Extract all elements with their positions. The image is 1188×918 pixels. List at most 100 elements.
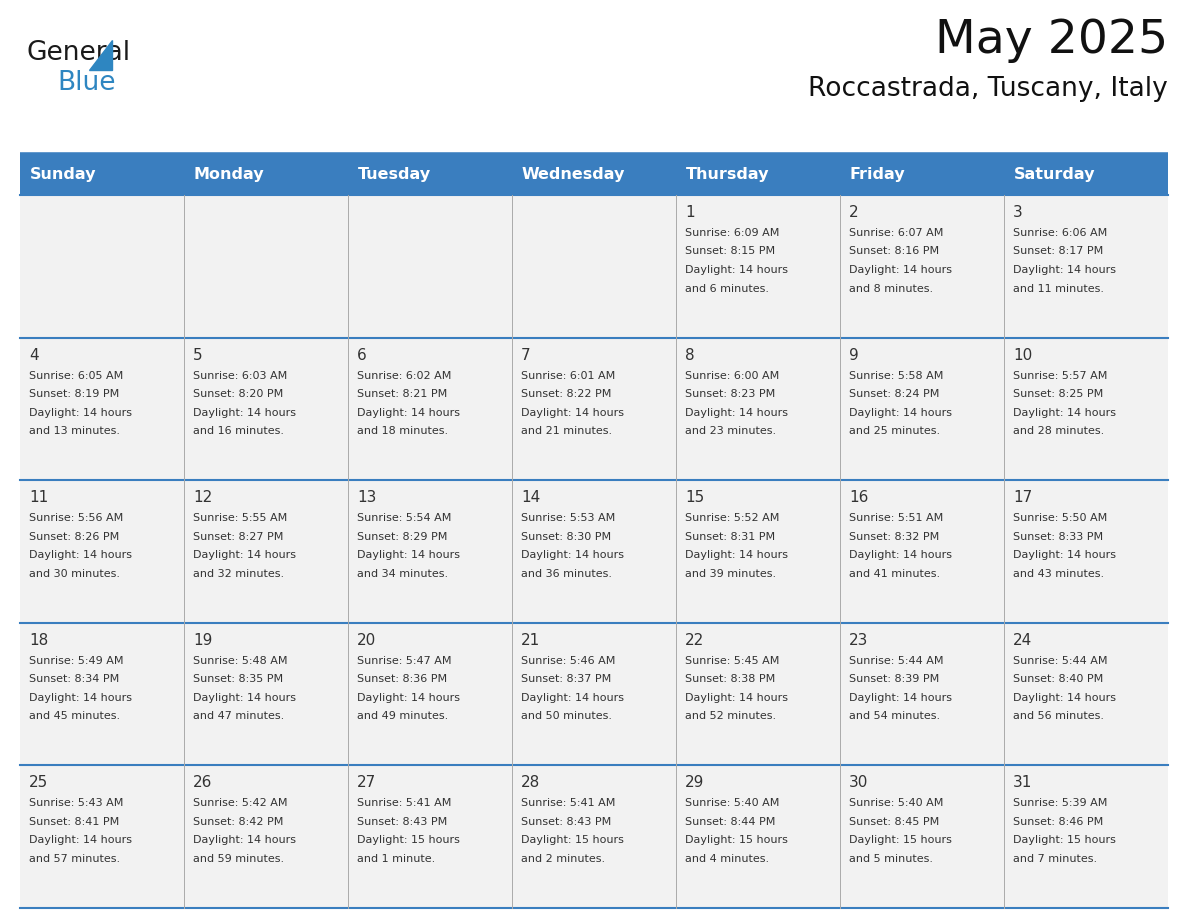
Text: Sunrise: 6:09 AM: Sunrise: 6:09 AM bbox=[685, 228, 779, 238]
Bar bbox=[840, 155, 1004, 195]
Bar bbox=[1004, 155, 1168, 195]
Text: 23: 23 bbox=[849, 633, 868, 648]
Text: 20: 20 bbox=[358, 633, 377, 648]
Text: and 39 minutes.: and 39 minutes. bbox=[685, 568, 776, 578]
Text: Daylight: 14 hours: Daylight: 14 hours bbox=[685, 265, 788, 275]
Bar bbox=[348, 195, 512, 338]
Text: and 49 minutes.: and 49 minutes. bbox=[358, 711, 448, 722]
Text: Sunset: 8:27 PM: Sunset: 8:27 PM bbox=[192, 532, 284, 542]
Text: 25: 25 bbox=[29, 776, 49, 790]
Text: and 1 minute.: and 1 minute. bbox=[358, 854, 435, 864]
Bar bbox=[184, 766, 348, 908]
Text: 7: 7 bbox=[522, 348, 531, 363]
Text: Sunrise: 5:54 AM: Sunrise: 5:54 AM bbox=[358, 513, 451, 523]
Text: and 41 minutes.: and 41 minutes. bbox=[849, 568, 940, 578]
Text: and 18 minutes.: and 18 minutes. bbox=[358, 426, 448, 436]
Text: Sunset: 8:20 PM: Sunset: 8:20 PM bbox=[192, 389, 283, 399]
Text: Daylight: 14 hours: Daylight: 14 hours bbox=[849, 408, 952, 418]
Bar bbox=[512, 622, 676, 766]
Text: 14: 14 bbox=[522, 490, 541, 505]
Text: 11: 11 bbox=[29, 490, 49, 505]
Bar bbox=[840, 766, 1004, 908]
Text: Sunrise: 5:41 AM: Sunrise: 5:41 AM bbox=[522, 799, 615, 809]
Text: Daylight: 14 hours: Daylight: 14 hours bbox=[29, 408, 132, 418]
Text: Daylight: 14 hours: Daylight: 14 hours bbox=[522, 693, 624, 703]
Bar bbox=[512, 338, 676, 480]
Text: Daylight: 14 hours: Daylight: 14 hours bbox=[192, 550, 296, 560]
Bar bbox=[840, 480, 1004, 622]
Text: 1: 1 bbox=[685, 205, 695, 220]
Text: Sunrise: 5:43 AM: Sunrise: 5:43 AM bbox=[29, 799, 124, 809]
Text: and 32 minutes.: and 32 minutes. bbox=[192, 568, 284, 578]
Text: Daylight: 14 hours: Daylight: 14 hours bbox=[29, 835, 132, 845]
Text: Sunrise: 6:07 AM: Sunrise: 6:07 AM bbox=[849, 228, 943, 238]
Text: Daylight: 14 hours: Daylight: 14 hours bbox=[192, 835, 296, 845]
Text: Daylight: 14 hours: Daylight: 14 hours bbox=[685, 550, 788, 560]
Text: 3: 3 bbox=[1013, 205, 1023, 220]
Text: 4: 4 bbox=[29, 348, 39, 363]
Text: and 21 minutes.: and 21 minutes. bbox=[522, 426, 612, 436]
Bar bbox=[348, 155, 512, 195]
Text: Sunrise: 5:51 AM: Sunrise: 5:51 AM bbox=[849, 513, 943, 523]
Text: 5: 5 bbox=[192, 348, 203, 363]
Bar bbox=[184, 338, 348, 480]
Text: and 30 minutes.: and 30 minutes. bbox=[29, 568, 120, 578]
Text: Daylight: 15 hours: Daylight: 15 hours bbox=[685, 835, 788, 845]
Text: and 25 minutes.: and 25 minutes. bbox=[849, 426, 940, 436]
Bar bbox=[676, 195, 840, 338]
Bar bbox=[184, 155, 348, 195]
Text: Sunset: 8:30 PM: Sunset: 8:30 PM bbox=[522, 532, 611, 542]
Text: Tuesday: Tuesday bbox=[358, 167, 431, 183]
Text: Sunrise: 6:02 AM: Sunrise: 6:02 AM bbox=[358, 371, 451, 381]
Text: and 52 minutes.: and 52 minutes. bbox=[685, 711, 776, 722]
Text: and 47 minutes.: and 47 minutes. bbox=[192, 711, 284, 722]
Text: and 43 minutes.: and 43 minutes. bbox=[1013, 568, 1104, 578]
Text: Saturday: Saturday bbox=[1013, 167, 1095, 183]
Bar bbox=[348, 766, 512, 908]
Text: Thursday: Thursday bbox=[685, 167, 770, 183]
Text: 8: 8 bbox=[685, 348, 695, 363]
Bar bbox=[348, 622, 512, 766]
Bar bbox=[348, 338, 512, 480]
Text: Sunset: 8:31 PM: Sunset: 8:31 PM bbox=[685, 532, 775, 542]
Text: Sunset: 8:43 PM: Sunset: 8:43 PM bbox=[358, 817, 447, 827]
Bar bbox=[1004, 480, 1168, 622]
Text: Daylight: 14 hours: Daylight: 14 hours bbox=[522, 408, 624, 418]
Text: Daylight: 14 hours: Daylight: 14 hours bbox=[358, 408, 460, 418]
Text: and 4 minutes.: and 4 minutes. bbox=[685, 854, 769, 864]
Text: 16: 16 bbox=[849, 490, 868, 505]
Text: Sunrise: 5:55 AM: Sunrise: 5:55 AM bbox=[192, 513, 287, 523]
Text: Daylight: 14 hours: Daylight: 14 hours bbox=[685, 693, 788, 703]
Bar bbox=[1004, 622, 1168, 766]
Text: 15: 15 bbox=[685, 490, 704, 505]
Text: 21: 21 bbox=[522, 633, 541, 648]
Text: and 34 minutes.: and 34 minutes. bbox=[358, 568, 448, 578]
Text: Daylight: 15 hours: Daylight: 15 hours bbox=[358, 835, 460, 845]
Text: and 13 minutes.: and 13 minutes. bbox=[29, 426, 120, 436]
Bar bbox=[512, 480, 676, 622]
Text: 28: 28 bbox=[522, 776, 541, 790]
Bar bbox=[20, 622, 184, 766]
Text: Daylight: 14 hours: Daylight: 14 hours bbox=[685, 408, 788, 418]
Text: 18: 18 bbox=[29, 633, 49, 648]
Text: Daylight: 14 hours: Daylight: 14 hours bbox=[29, 693, 132, 703]
Text: Sunday: Sunday bbox=[30, 167, 96, 183]
Text: Daylight: 14 hours: Daylight: 14 hours bbox=[1013, 408, 1116, 418]
Text: General: General bbox=[27, 40, 131, 66]
Text: Sunrise: 5:53 AM: Sunrise: 5:53 AM bbox=[522, 513, 615, 523]
Bar bbox=[676, 766, 840, 908]
Text: Sunset: 8:43 PM: Sunset: 8:43 PM bbox=[522, 817, 612, 827]
Text: 19: 19 bbox=[192, 633, 213, 648]
Text: and 5 minutes.: and 5 minutes. bbox=[849, 854, 933, 864]
Text: Sunset: 8:16 PM: Sunset: 8:16 PM bbox=[849, 247, 940, 256]
Text: and 23 minutes.: and 23 minutes. bbox=[685, 426, 776, 436]
Text: and 59 minutes.: and 59 minutes. bbox=[192, 854, 284, 864]
Bar bbox=[1004, 195, 1168, 338]
Bar bbox=[676, 622, 840, 766]
Bar bbox=[512, 195, 676, 338]
Text: Sunset: 8:42 PM: Sunset: 8:42 PM bbox=[192, 817, 284, 827]
Bar bbox=[20, 480, 184, 622]
Text: Sunrise: 5:47 AM: Sunrise: 5:47 AM bbox=[358, 655, 451, 666]
Text: and 7 minutes.: and 7 minutes. bbox=[1013, 854, 1098, 864]
Text: and 50 minutes.: and 50 minutes. bbox=[522, 711, 612, 722]
